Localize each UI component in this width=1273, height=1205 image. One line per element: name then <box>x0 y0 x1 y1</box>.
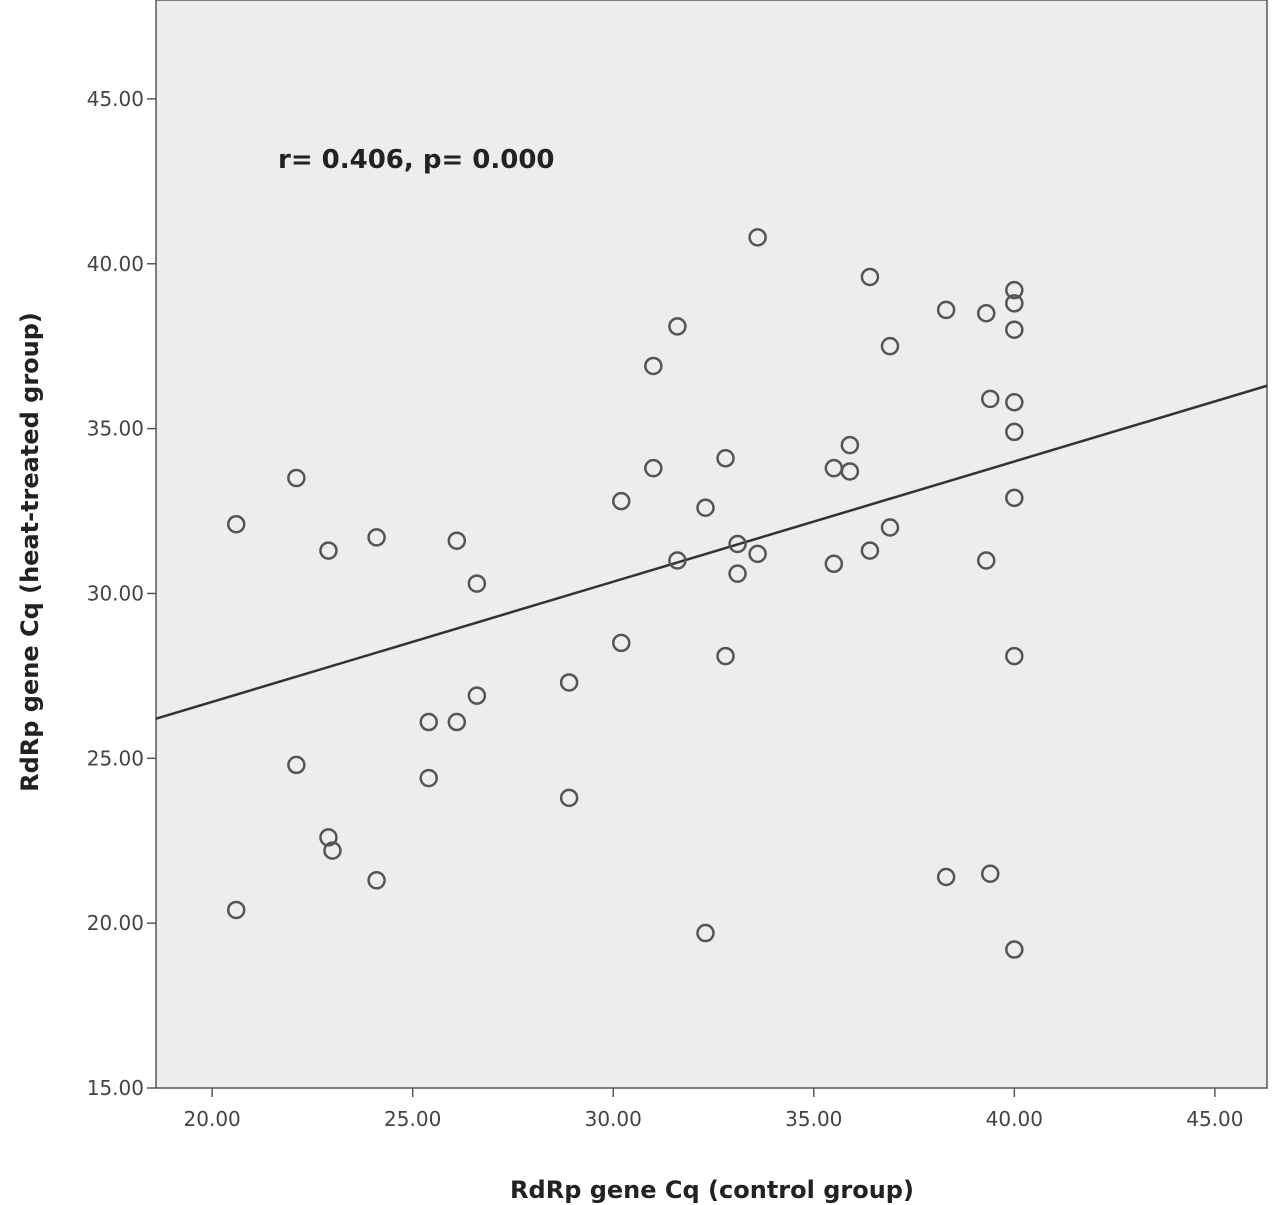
data-point <box>447 712 467 732</box>
data-point <box>1005 320 1024 339</box>
plot-area <box>155 0 1268 1089</box>
data-point <box>612 633 631 653</box>
data-point <box>840 462 860 481</box>
data-points <box>226 228 1024 959</box>
data-point <box>1005 422 1024 442</box>
data-point <box>612 491 631 511</box>
data-point <box>467 686 487 705</box>
data-point <box>419 768 438 788</box>
y-tick-label: 30.00 <box>87 581 144 605</box>
y-tick-label: 25.00 <box>87 746 144 770</box>
x-tick-label: 25.00 <box>384 1107 441 1131</box>
x-tick-label: 40.00 <box>986 1107 1043 1131</box>
data-point <box>728 564 747 583</box>
x-axis-ticks: 20.00 25.00 30.00 35.00 40.00 45.00 <box>184 1088 1243 1131</box>
x-tick-label: 30.00 <box>585 1107 642 1131</box>
data-point <box>840 435 860 455</box>
y-tick-label: 45.00 <box>87 87 144 111</box>
regression-line <box>155 384 1268 720</box>
data-point <box>936 300 956 320</box>
data-point <box>644 356 663 376</box>
data-point <box>226 514 246 534</box>
y-tick-label: 15.00 <box>87 1076 144 1100</box>
data-point <box>748 228 767 247</box>
x-tick-label: 45.00 <box>1186 1107 1243 1131</box>
data-point <box>447 531 467 550</box>
data-point <box>1005 488 1024 508</box>
x-tick-label: 35.00 <box>785 1107 842 1131</box>
data-point <box>419 712 438 732</box>
data-point <box>728 534 747 554</box>
data-point <box>367 871 386 890</box>
data-point <box>1005 392 1024 412</box>
data-point <box>1005 280 1024 300</box>
data-point <box>323 841 342 860</box>
y-tick-label: 20.00 <box>87 911 144 935</box>
correlation-annotation: r= 0.406, p= 0.000 <box>278 145 555 175</box>
data-point <box>880 336 900 356</box>
data-point <box>696 498 715 517</box>
data-point <box>976 303 996 323</box>
data-point <box>287 468 306 488</box>
data-point <box>287 755 306 775</box>
y-tick-label: 40.00 <box>87 252 144 276</box>
y-tick-label: 35.00 <box>87 417 144 441</box>
data-point <box>981 864 1000 883</box>
data-point <box>716 449 735 468</box>
data-point <box>880 518 900 537</box>
data-point <box>748 544 767 564</box>
data-point <box>319 828 338 847</box>
x-tick-label: 20.00 <box>184 1107 241 1131</box>
data-point <box>716 646 735 666</box>
y-axis-ticks: 15.00 20.00 25.00 30.00 35.00 40.00 45.00 <box>87 87 156 1100</box>
data-point <box>1005 294 1024 313</box>
data-point <box>976 551 996 570</box>
data-point <box>367 528 386 547</box>
data-point <box>644 458 663 478</box>
data-point <box>981 389 1000 409</box>
data-point <box>1005 940 1024 959</box>
data-point <box>319 541 338 560</box>
data-point <box>559 673 579 692</box>
data-point <box>226 900 246 920</box>
data-point <box>860 541 880 560</box>
data-point <box>467 574 487 593</box>
y-axis-title: RdRp gene Cq (heat-treated group) <box>16 312 44 792</box>
data-point <box>668 317 687 336</box>
data-point <box>559 788 579 808</box>
data-point <box>860 267 880 287</box>
data-point <box>1005 646 1024 666</box>
data-point <box>824 554 844 574</box>
data-point <box>936 867 956 887</box>
x-axis-title: RdRp gene Cq (control group) <box>510 1176 914 1204</box>
data-point <box>696 923 715 943</box>
data-point <box>668 551 687 570</box>
